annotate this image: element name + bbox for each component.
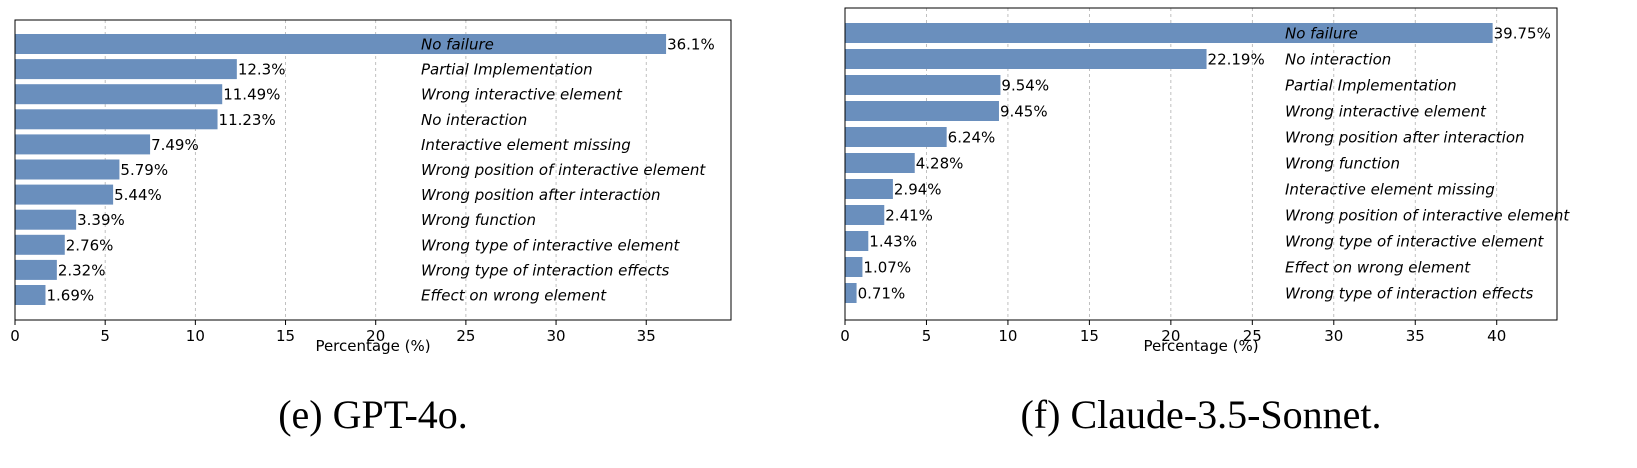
chart-0-value-label-6: 5.44%	[114, 186, 162, 204]
chart-1-value-label-9: 1.07%	[863, 259, 911, 277]
chart-0-bar-5	[15, 159, 120, 180]
chart-1-bar-5	[845, 153, 915, 173]
chart-0-category-label-10: Effect on wrong element	[421, 287, 607, 305]
chart-0-bar-1	[15, 59, 237, 80]
chart-1-value-label-6: 2.94%	[894, 181, 942, 199]
chart-1-value-label-8: 1.43%	[869, 233, 917, 251]
chart-1-category-label-7: Wrong position of interactive element	[1285, 207, 1570, 225]
chart-0-tick-label-6: 30	[547, 327, 566, 345]
chart-0-tick-label-4: 20	[366, 327, 385, 345]
chart-1-bar-6	[845, 179, 893, 199]
chart-1-category-label-1: No interaction	[1285, 51, 1391, 69]
chart-1-bar-10	[845, 283, 857, 303]
chart-1-tick-label-3: 15	[1080, 327, 1099, 345]
chart-1-bar-7	[845, 205, 885, 225]
chart-0-category-label-5: Wrong position of interactive element	[421, 161, 706, 179]
chart-1-bar-4	[845, 127, 947, 147]
chart-0-category-label-8: Wrong type of interactive element	[421, 236, 680, 254]
chart-1-value-label-7: 2.41%	[885, 207, 933, 225]
chart-1-tick-label-7: 35	[1406, 327, 1425, 345]
chart-1-value-label-2: 9.54%	[1001, 77, 1049, 95]
chart-0-bar-8	[15, 234, 65, 255]
chart-0-value-label-5: 5.79%	[120, 161, 168, 179]
chart-1-value-label-10: 0.71%	[858, 285, 906, 303]
chart-1-tick-label-6: 30	[1324, 327, 1343, 345]
chart-1-category-label-3: Wrong interactive element	[1285, 103, 1487, 121]
chart-0-bar-10	[15, 285, 46, 305]
chart-1-xlabel: Percentage (%)	[1143, 337, 1258, 355]
chart-0-xlabel: Percentage (%)	[315, 337, 430, 355]
chart-0-value-label-10: 1.69%	[46, 287, 94, 305]
chart-1-category-label-8: Wrong type of interactive element	[1285, 233, 1544, 251]
chart-0-category-label-7: Wrong function	[421, 211, 536, 229]
chart-1-category-label-9: Effect on wrong element	[1285, 259, 1471, 277]
chart-1-category-label-5: Wrong function	[1285, 155, 1400, 173]
chart-0-value-label-4: 7.49%	[151, 136, 199, 154]
chart-0-category-label-6: Wrong position after interaction	[421, 186, 661, 204]
chart-0-value-label-7: 3.39%	[77, 211, 125, 229]
chart-0-bar-7	[15, 209, 77, 230]
chart-1-tick-label-0: 0	[840, 327, 850, 345]
chart-1-bar-3	[845, 101, 999, 121]
chart-0-bar-9	[15, 259, 57, 280]
chart-0-bar-4	[15, 134, 151, 155]
chart-0-value-label-1: 12.3%	[238, 61, 286, 79]
chart-0-category-label-1: Partial Implementation	[421, 61, 593, 79]
chart-0-tick-label-3: 15	[276, 327, 295, 345]
chart-0-tick-label-2: 10	[186, 327, 205, 345]
chart-1-tick-label-1: 5	[922, 327, 932, 345]
chart-0-category-label-4: Interactive element missing	[421, 136, 631, 154]
chart-0-bar-2	[15, 84, 223, 105]
chart-1-category-label-0: No failure	[1285, 25, 1358, 43]
chart-0-value-label-8: 2.76%	[66, 236, 114, 254]
chart-1-value-label-5: 4.28%	[916, 155, 964, 173]
chart-1-value-label-4: 6.24%	[948, 129, 996, 147]
chart-1-bar-9	[845, 257, 863, 277]
chart-0-category-label-9: Wrong type of interaction effects	[421, 261, 670, 279]
chart-0-axes-frame	[14, 19, 732, 321]
chart-0-bar-6	[15, 184, 114, 205]
chart-1-axes-frame	[844, 7, 1558, 321]
chart-1-value-label-1: 22.19%	[1208, 51, 1265, 69]
chart-1-tick-label-5: 25	[1243, 327, 1262, 345]
chart-1-value-label-3: 9.45%	[1000, 103, 1048, 121]
chart-0-bar-0	[15, 34, 667, 54]
chart-0-value-label-9: 2.32%	[58, 261, 106, 279]
chart-1-tick-label-4: 20	[1161, 327, 1180, 345]
chart-1-bar-8	[845, 231, 869, 251]
chart-0-category-label-3: No interaction	[421, 111, 527, 129]
chart-1-bar-2	[845, 75, 1001, 95]
chart-1-caption: (f) Claude-3.5-Sonnet.	[1020, 392, 1381, 437]
chart-0-value-label-0: 36.1%	[667, 36, 715, 54]
chart-0-value-label-2: 11.49%	[223, 86, 280, 104]
chart-1-bar-0	[845, 23, 1493, 43]
chart-1-bar-1	[845, 49, 1207, 69]
chart-0-tick-label-1: 5	[100, 327, 110, 345]
chart-1-category-label-6: Interactive element missing	[1285, 181, 1495, 199]
chart-1-category-label-2: Partial Implementation	[1285, 77, 1457, 95]
chart-0-value-label-3: 11.23%	[219, 111, 276, 129]
chart-0-tick-label-7: 35	[637, 327, 656, 345]
chart-0-tick-label-0: 0	[10, 327, 20, 345]
chart-1-tick-label-8: 40	[1487, 327, 1506, 345]
chart-0-bar-3	[15, 109, 218, 130]
chart-1-tick-label-2: 10	[998, 327, 1017, 345]
chart-0-caption: (e) GPT-4o.	[278, 392, 468, 437]
chart-1-category-label-10: Wrong type of interaction effects	[1285, 285, 1534, 303]
chart-1-category-label-4: Wrong position after interaction	[1285, 129, 1525, 147]
chart-0-category-label-0: No failure	[421, 36, 494, 54]
chart-1-value-label-0: 39.75%	[1494, 25, 1551, 43]
chart-0-tick-label-5: 25	[456, 327, 475, 345]
chart-0-category-label-2: Wrong interactive element	[421, 86, 623, 104]
